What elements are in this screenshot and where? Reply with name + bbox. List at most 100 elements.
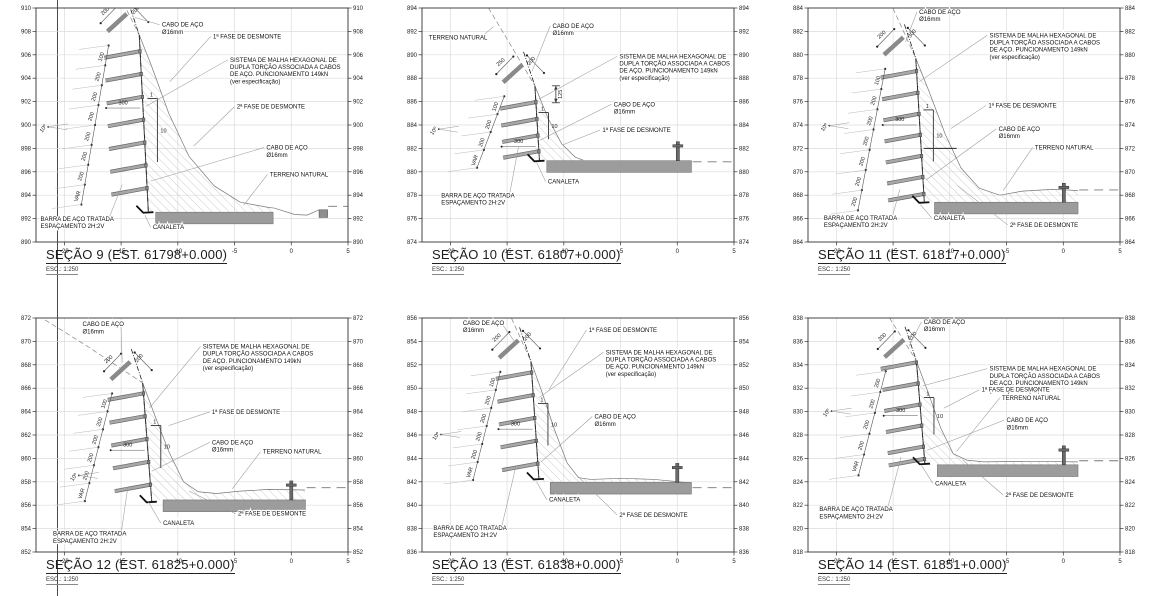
anchor-plate	[105, 12, 129, 34]
y-tick-label: 844	[739, 456, 750, 462]
y-tick-label: 878	[407, 193, 418, 199]
angle-label: 10º	[38, 123, 48, 134]
dimension-label: 200	[484, 395, 493, 406]
y-tick-label: 840	[739, 503, 750, 509]
annotation-cabo: CABO DE AÇO	[162, 23, 204, 29]
leader-line	[957, 185, 1008, 226]
leader-line	[501, 465, 517, 528]
plot-frame: 874 874 876 876 878 878 880 880 882 882 884 884 886 8…	[407, 6, 750, 255]
y-tick-label: 836	[793, 339, 804, 345]
y-tick-label: 874	[407, 240, 418, 246]
annotation-cabo: Ø16mm	[594, 422, 615, 428]
x-tick-label: -15	[503, 559, 512, 565]
annotation-canaleta: CANALETA	[549, 498, 580, 504]
ground-block	[318, 209, 328, 218]
y-tick-label: 838	[1125, 316, 1136, 322]
dimension-label: 200	[485, 119, 494, 130]
annotation-cabo: Ø16mm	[552, 31, 573, 37]
dimension-label: 200	[863, 420, 872, 431]
steel-bar	[885, 154, 922, 164]
dimension-label: 200	[87, 111, 96, 122]
steel-bar	[105, 72, 141, 82]
angle-label: 10º	[819, 122, 829, 133]
anchor-plate	[883, 337, 906, 359]
leader-line	[531, 25, 551, 72]
leader-line	[151, 442, 210, 472]
y-tick-label: 898	[353, 146, 364, 152]
dimension-label: 200	[908, 331, 919, 342]
dimension-label: 200	[874, 378, 883, 389]
steel-bar	[880, 69, 917, 79]
x-tick-label: -20	[832, 249, 841, 255]
annotation-cabo: Ø16mm	[83, 329, 104, 335]
leader-line	[540, 416, 593, 463]
leader-line	[905, 11, 918, 43]
post	[1061, 182, 1066, 203]
y-tick-label: 834	[793, 363, 804, 369]
leader-line	[120, 486, 129, 534]
plot-frame: 890 890 892 892 894 894 896 896 898 898 900 900 902 9…	[21, 6, 364, 255]
annotation-cabo: Ø16mm	[212, 448, 233, 454]
plot-frame: 852 852 854 854 856 856 858 858 860 860 862 862 864 8…	[21, 316, 364, 565]
dimension-label: 200	[492, 333, 503, 344]
y-tick-label: 880	[739, 170, 750, 176]
slope-label: 10	[936, 134, 942, 140]
y-tick-label: 828	[1125, 433, 1136, 439]
y-tick-label: 872	[1125, 146, 1136, 152]
annotation-fase1: 1ª FASE DE DESMONTE	[988, 102, 1056, 109]
annotation-canaleta: CANALETA	[548, 180, 579, 186]
x-tick-label: 0	[676, 249, 680, 255]
y-tick-label: 896	[353, 170, 364, 176]
y-tick-label: 856	[739, 316, 750, 322]
annotation-sistema: DUPLA TORÇÃO ASSOCIADA A CABOS	[606, 356, 717, 363]
y-tick-label: 866	[793, 217, 804, 223]
cable-line	[904, 326, 926, 464]
ground-strip	[549, 482, 692, 495]
plot-frame: 836 836 838 838 840 840 842 842 844 844 846 846 848 8…	[407, 316, 750, 565]
y-tick-label: 840	[407, 503, 418, 509]
steel-bar	[883, 112, 919, 122]
annotation-barra: ESPAÇAMENTO 2H:2V	[41, 224, 105, 230]
y-tick-label: 870	[21, 339, 32, 345]
y-tick-label: 868	[1125, 193, 1136, 199]
canaleta-symbol	[526, 153, 545, 163]
dimension-label: 200	[877, 332, 888, 343]
annotation-cabo: Ø16mm	[162, 30, 183, 36]
y-tick-label: 856	[21, 503, 32, 509]
section-geometry	[880, 318, 1120, 477]
y-tick-label: 908	[353, 29, 364, 35]
y-tick-label: 850	[407, 386, 418, 392]
dimension-label: 250	[496, 57, 507, 68]
dimension-label: 200	[94, 72, 103, 83]
annotation-cabo: CABO DE AÇO	[919, 10, 961, 16]
y-tick-label: 872	[793, 146, 804, 152]
y-tick-label: 876	[739, 217, 750, 223]
scale-note: ESC.: 1:250	[818, 267, 851, 275]
annotation-canaleta: CANALETA	[153, 225, 184, 231]
leader-line	[144, 214, 151, 228]
sheet-left-border	[57, 0, 58, 596]
annotation-sistema: DE AÇO. PUNCIONAMENTO 149kN	[203, 359, 301, 365]
annotation-terreno: TERRENO NATURAL	[1035, 146, 1094, 152]
annotation-fase2: 2ª FASE DE DESMONTE	[1005, 492, 1073, 499]
y-tick-label: 876	[1125, 100, 1136, 106]
leader-line	[168, 411, 210, 426]
steel-bar	[888, 457, 925, 467]
section-cell-11: 100 200 200 200 200 200 200 200 300 300 1 10 10º 864 8…	[772, 0, 1158, 298]
leader-line	[950, 105, 987, 129]
y-tick-label: 878	[793, 76, 804, 82]
y-tick-label: 888	[739, 76, 750, 82]
annotation-terreno: TERRENO NATURAL	[429, 36, 488, 42]
x-tick-label: -5	[232, 559, 238, 565]
leader-line	[908, 321, 922, 347]
leader-line	[148, 501, 162, 524]
section-titleblock: SEÇÃO 11 (EST. 61817+0.000) ESC.: 1:250	[818, 246, 1006, 275]
dimension-label: 200	[87, 453, 96, 464]
dimension-label: VAR	[852, 461, 861, 473]
leader-line	[1002, 147, 1033, 191]
dimension-label: VAR	[78, 488, 87, 500]
